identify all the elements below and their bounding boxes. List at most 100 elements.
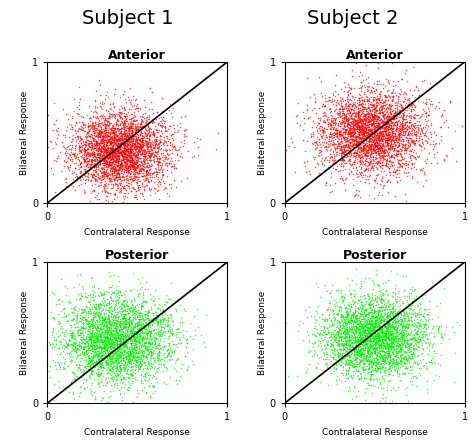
Point — [167, 280, 174, 287]
Point — [369, 310, 377, 317]
Point — [128, 327, 136, 334]
Point — [346, 387, 354, 394]
Point — [100, 316, 108, 323]
Point — [111, 145, 118, 152]
Point — [384, 87, 392, 94]
Point — [109, 313, 116, 320]
Point — [358, 341, 366, 348]
Point — [363, 317, 370, 324]
Point — [375, 358, 383, 365]
Point — [100, 344, 108, 351]
Point — [365, 323, 372, 330]
Point — [345, 102, 352, 109]
Point — [280, 123, 288, 130]
Point — [345, 325, 353, 332]
Point — [120, 128, 128, 135]
Point — [322, 153, 329, 160]
Point — [68, 369, 76, 376]
Point — [341, 319, 349, 326]
Point — [361, 120, 369, 128]
Point — [60, 144, 67, 151]
Point — [353, 152, 360, 159]
Point — [350, 299, 357, 306]
Point — [374, 330, 382, 337]
Point — [108, 147, 115, 154]
Point — [150, 118, 158, 125]
Point — [344, 93, 351, 101]
Point — [103, 320, 111, 327]
Point — [57, 340, 64, 347]
Point — [127, 150, 135, 157]
Point — [99, 319, 106, 326]
Point — [91, 349, 98, 356]
Point — [376, 136, 383, 144]
Point — [156, 342, 164, 349]
Point — [389, 82, 396, 89]
Point — [356, 131, 363, 138]
Point — [309, 131, 317, 138]
Point — [147, 380, 155, 387]
Point — [404, 78, 411, 85]
Point — [340, 334, 348, 341]
Point — [421, 157, 429, 164]
Point — [134, 144, 141, 152]
Point — [351, 354, 358, 361]
Point — [352, 348, 360, 355]
Point — [370, 330, 378, 337]
Point — [46, 362, 54, 369]
Point — [351, 298, 358, 305]
Point — [342, 128, 350, 136]
Point — [381, 358, 389, 365]
Point — [351, 307, 359, 314]
Point — [179, 326, 187, 334]
Point — [378, 296, 385, 303]
Point — [113, 334, 121, 341]
Point — [385, 342, 393, 350]
Point — [369, 312, 376, 319]
Point — [415, 115, 422, 122]
Point — [112, 377, 119, 384]
Point — [103, 153, 110, 160]
Point — [104, 117, 112, 124]
Point — [356, 126, 363, 133]
Point — [103, 139, 111, 146]
Point — [365, 340, 372, 347]
Point — [97, 182, 105, 189]
Point — [141, 362, 149, 369]
Point — [157, 113, 165, 120]
Point — [118, 140, 125, 147]
Point — [98, 145, 106, 152]
Point — [337, 337, 345, 344]
Point — [104, 320, 111, 327]
Point — [355, 133, 363, 140]
Point — [139, 351, 147, 358]
Point — [105, 341, 113, 348]
Point — [363, 172, 371, 179]
Point — [346, 125, 354, 132]
Point — [404, 339, 411, 346]
Point — [390, 93, 397, 100]
Point — [414, 330, 422, 337]
Point — [373, 339, 380, 346]
Point — [372, 350, 379, 357]
Point — [79, 145, 86, 152]
Point — [395, 106, 402, 113]
Point — [96, 129, 104, 136]
Point — [132, 163, 139, 171]
Point — [100, 151, 107, 158]
Point — [378, 158, 386, 165]
Point — [138, 180, 146, 187]
Point — [135, 133, 142, 140]
Point — [375, 315, 383, 323]
Point — [108, 338, 115, 345]
Point — [83, 162, 91, 169]
Point — [410, 287, 418, 294]
Point — [127, 353, 134, 360]
Point — [148, 174, 155, 181]
Point — [360, 125, 367, 132]
Point — [395, 142, 403, 149]
Point — [352, 309, 359, 316]
Point — [128, 373, 136, 380]
Point — [90, 121, 97, 128]
Point — [154, 330, 162, 337]
